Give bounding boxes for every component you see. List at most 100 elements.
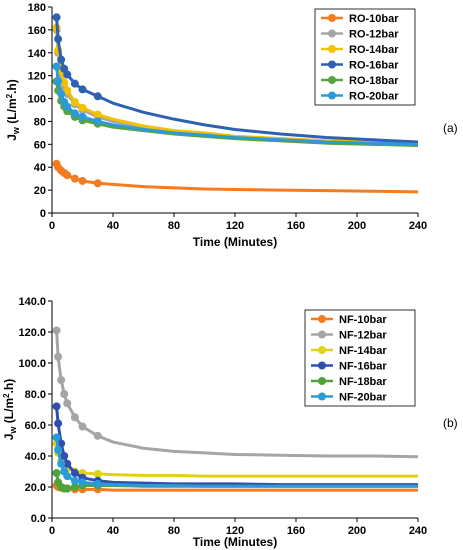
data-point: [60, 452, 69, 460]
data-point: [54, 445, 63, 454]
legend-item: NF-14bar: [311, 345, 387, 357]
legend-marker: [318, 315, 326, 323]
x-tick-label: 160: [287, 525, 305, 537]
data-point: [57, 376, 66, 385]
chart-b: 0 40 80 120 160 200 240 0.0 20.0 40.0 60.0 80.0 100.…: [2, 296, 458, 549]
data-point: [52, 433, 61, 442]
legend-label: RO-20bar: [349, 91, 399, 103]
data-point: [78, 478, 87, 487]
data-point: [57, 89, 66, 98]
legend-marker: [328, 76, 336, 84]
legend-box: [304, 309, 416, 407]
legend-item: NF-16bar: [311, 361, 387, 373]
series-line: [55, 443, 418, 478]
legend-item: NF-12bar: [311, 330, 387, 342]
legend-marker: [318, 330, 326, 339]
x-tick-label: 0: [49, 220, 55, 232]
data-point: [93, 117, 102, 126]
x-tick-label: 40: [107, 220, 119, 232]
series-RO-16bar: [52, 13, 419, 144]
data-point: [70, 109, 79, 118]
legend-label: RO-16bar: [349, 60, 399, 72]
series-line: [55, 163, 419, 194]
data-point: [63, 102, 72, 111]
x-tick-label: 160: [287, 220, 305, 232]
y-tick-label: 0: [40, 208, 46, 220]
y-axis-label-a: Jw (L/m2.h): [5, 79, 21, 141]
data-point: [57, 439, 66, 448]
legend-label: NF-12bar: [339, 330, 387, 342]
y-tick-label: 80.0: [25, 389, 46, 401]
data-point: [63, 86, 72, 95]
legend-item: RO-18bar: [321, 75, 399, 87]
x-tick-label: 120: [226, 525, 244, 537]
x-tick-label: 80: [168, 220, 180, 232]
legend-label: NF-18bar: [339, 376, 387, 388]
legend-label: NF-16bar: [339, 361, 387, 373]
y-tick-label: 40: [34, 162, 46, 174]
data-point: [60, 390, 69, 398]
data-point: [70, 174, 79, 183]
legend-item: RO-12bar: [321, 29, 399, 41]
x-tick-label: 200: [348, 525, 366, 537]
series-line: [55, 406, 418, 487]
legend-marker: [328, 29, 336, 38]
legend-label: NF-14bar: [339, 345, 387, 357]
y-tick-label: 140: [28, 48, 46, 60]
data-point: [52, 469, 61, 478]
y-tick-label: 120.0: [18, 327, 46, 339]
legend-b: NF-10bar NF-12bar NF-14bar NF-16bar NF-18bar…: [304, 309, 416, 407]
data-point: [70, 476, 79, 485]
series-NF-20bar: [52, 433, 418, 488]
y-axis-label-b: Jw (L/m2.h): [2, 379, 18, 441]
panel-label-a: (a): [443, 121, 458, 135]
series-RO-20bar: [52, 62, 419, 146]
legend-marker: [318, 392, 326, 401]
legend-label: RO-14bar: [349, 44, 399, 56]
x-tick-label: 40: [107, 525, 119, 537]
legend-marker: [328, 14, 336, 22]
legend-label: RO-10bar: [349, 13, 399, 25]
legend-marker: [318, 346, 326, 354]
legend-label: NF-10bar: [339, 314, 387, 326]
x-axis-label-a: Time (Minutes): [193, 235, 277, 249]
chart-a: 0 40 80 120 160 200 240 0 20 40 60 80 100 120 140 160 18…: [5, 2, 458, 249]
y-tick-label: 20.0: [25, 482, 46, 494]
data-point: [60, 78, 69, 87]
y-tick-label: 60.0: [25, 420, 46, 432]
data-point: [54, 419, 63, 428]
legend-label: RO-18bar: [349, 75, 399, 87]
legend-box: [314, 8, 416, 106]
data-point: [54, 352, 63, 361]
data-point: [63, 399, 72, 408]
data-point: [93, 469, 102, 478]
data-point: [70, 413, 79, 422]
x-axis-label-b: Time (Minutes): [193, 535, 277, 549]
data-point: [54, 35, 63, 44]
data-point: [57, 459, 66, 468]
legend-label: RO-12bar: [349, 29, 399, 41]
series-line: [55, 437, 418, 488]
data-point: [70, 97, 79, 106]
data-point: [52, 326, 61, 335]
data-point: [70, 483, 79, 491]
y-tick-label: 80: [34, 116, 46, 128]
y-tick-label: 60: [34, 139, 46, 151]
x-tick-label: 120: [226, 220, 244, 232]
series-NF-14bar: [52, 439, 418, 478]
data-point: [93, 92, 102, 101]
legend-item: NF-18bar: [311, 376, 387, 388]
x-tick-label: 240: [409, 525, 427, 537]
data-point: [63, 472, 72, 481]
data-point: [52, 13, 61, 22]
data-point: [52, 402, 61, 411]
data-point: [78, 422, 87, 431]
data-point: [78, 85, 87, 94]
y-tick-label: 120: [28, 71, 46, 83]
legend-label: NF-20bar: [339, 392, 387, 404]
legend-item: RO-20bar: [321, 91, 399, 103]
x-tick-label: 0: [49, 525, 55, 537]
y-tick-label: 100.0: [18, 358, 46, 370]
data-point: [63, 70, 72, 79]
